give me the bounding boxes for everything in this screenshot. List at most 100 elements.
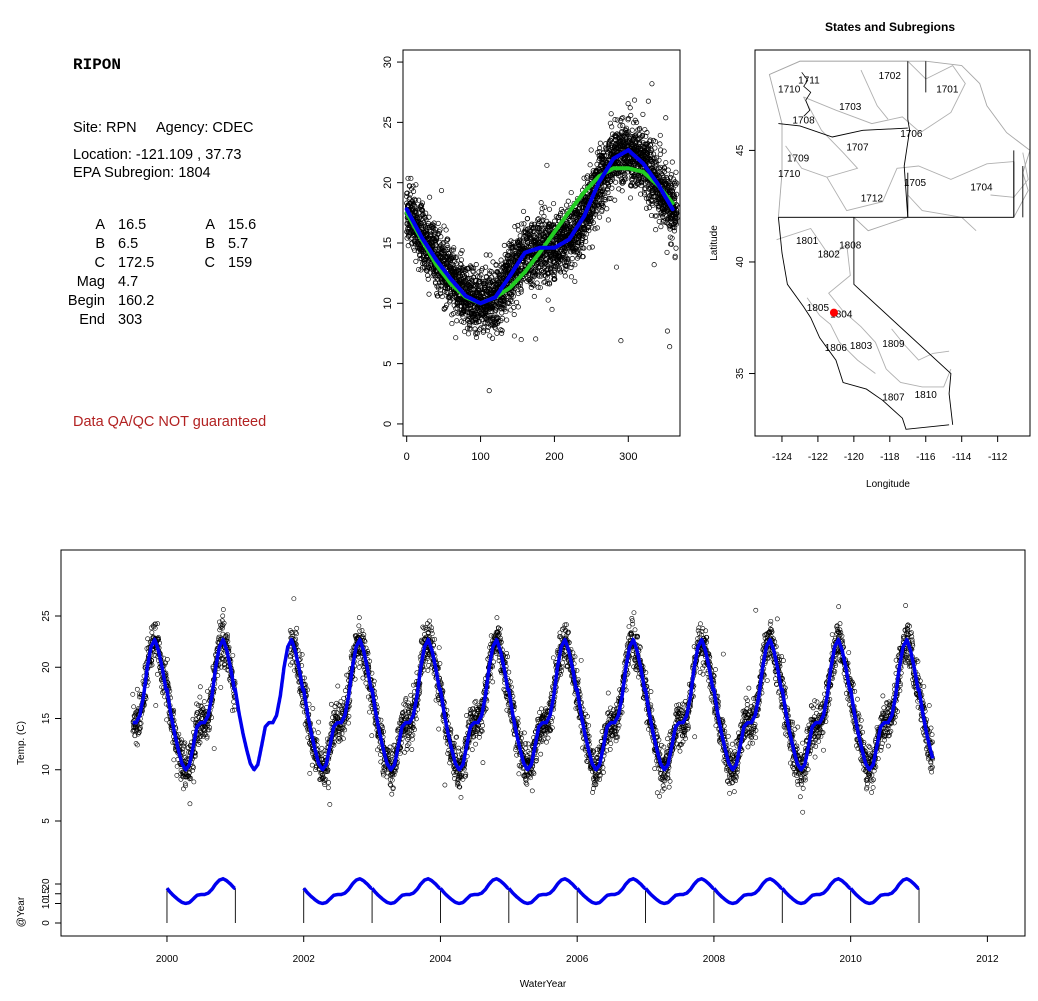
timeseries-xlabel: WaterYear — [520, 979, 567, 990]
coef-value: 4.7 — [118, 274, 139, 290]
data-point — [534, 280, 540, 286]
data-point — [293, 636, 299, 642]
y-tick-label: 20 — [382, 177, 394, 189]
data-point — [441, 223, 447, 229]
data-point — [502, 306, 508, 312]
data-point — [450, 311, 456, 317]
data-point — [130, 691, 136, 697]
data-point — [419, 265, 426, 271]
data-point — [613, 264, 620, 270]
data-point — [478, 325, 484, 331]
data-point — [191, 765, 196, 770]
data-point — [405, 243, 411, 249]
subregion-label: 1807 — [882, 392, 905, 403]
data-point — [653, 227, 659, 233]
data-point — [511, 333, 517, 339]
data-point — [346, 720, 351, 726]
data-point — [629, 127, 635, 133]
data-point — [230, 653, 236, 658]
data-point — [433, 242, 439, 249]
x-tick-label: 300 — [619, 451, 637, 463]
subregion-label: 1808 — [839, 241, 862, 252]
data-point — [131, 704, 137, 710]
data-point — [665, 167, 671, 173]
data-point — [471, 265, 477, 271]
data-point — [490, 259, 496, 265]
data-point — [327, 802, 333, 807]
data-point — [518, 337, 524, 343]
data-point — [649, 81, 655, 87]
data-point — [627, 105, 633, 111]
data-point — [597, 145, 603, 151]
data-point — [307, 771, 313, 776]
data-point — [663, 160, 669, 166]
data-point — [565, 198, 571, 204]
coef-label: Begin — [67, 293, 105, 309]
coef-label: B — [95, 236, 105, 252]
data-point — [664, 249, 670, 255]
data-point — [472, 278, 478, 284]
site-marker — [829, 308, 838, 317]
map-x-tick-label: -118 — [880, 452, 900, 463]
coef-label: B — [205, 236, 215, 252]
data-point — [437, 279, 443, 285]
x-tick-label: 0 — [404, 451, 410, 463]
data-point — [174, 773, 180, 778]
data-point — [360, 675, 366, 681]
data-point — [404, 190, 410, 197]
data-point — [572, 278, 578, 284]
data-point — [518, 287, 524, 293]
data-point — [357, 660, 363, 666]
data-point — [509, 298, 515, 305]
data-point — [499, 328, 505, 334]
data-point — [444, 302, 450, 308]
data-point — [508, 307, 514, 313]
data-point — [510, 289, 516, 295]
ts-x-tick-label: 2010 — [840, 954, 863, 965]
subregion-label: 1711 — [798, 75, 820, 86]
data-point — [658, 224, 664, 230]
coef-value: 5.7 — [228, 236, 249, 252]
data-point — [613, 179, 619, 185]
data-point — [410, 245, 417, 251]
data-point — [663, 115, 669, 121]
data-point — [197, 694, 203, 700]
data-point — [309, 762, 315, 768]
map-x-tick-label: -116 — [916, 452, 936, 463]
data-point — [597, 214, 603, 220]
data-point — [134, 686, 140, 692]
data-point — [504, 317, 510, 323]
data-point — [181, 786, 186, 792]
data-point — [310, 705, 316, 711]
data-point — [597, 140, 603, 146]
data-point — [551, 201, 557, 207]
ts-x-tick-label: 2000 — [156, 954, 179, 965]
subregion-label: 1703 — [839, 102, 862, 113]
data-point — [439, 294, 445, 300]
data-point — [512, 286, 518, 292]
data-point — [449, 312, 455, 318]
data-point — [501, 297, 508, 303]
data-point — [484, 328, 491, 334]
subregion-label: 1801 — [796, 236, 819, 247]
subregion-line: EPA Subregion: 1804 — [73, 165, 211, 181]
data-point — [531, 293, 537, 300]
data-point — [489, 335, 496, 341]
data-point — [657, 151, 663, 157]
data-point — [518, 221, 525, 227]
coef-value: 303 — [118, 312, 143, 328]
data-point — [483, 310, 489, 316]
data-point — [413, 182, 419, 188]
coef-label: End — [79, 312, 105, 328]
data-point — [515, 227, 522, 233]
data-point — [498, 257, 504, 263]
data-point — [442, 254, 448, 260]
data-point — [473, 283, 479, 289]
data-point — [449, 321, 455, 327]
data-point — [505, 248, 512, 254]
data-point — [201, 699, 207, 705]
data-point — [645, 98, 651, 104]
data-point — [423, 217, 429, 223]
data-point — [462, 275, 468, 281]
data-point — [528, 225, 534, 231]
